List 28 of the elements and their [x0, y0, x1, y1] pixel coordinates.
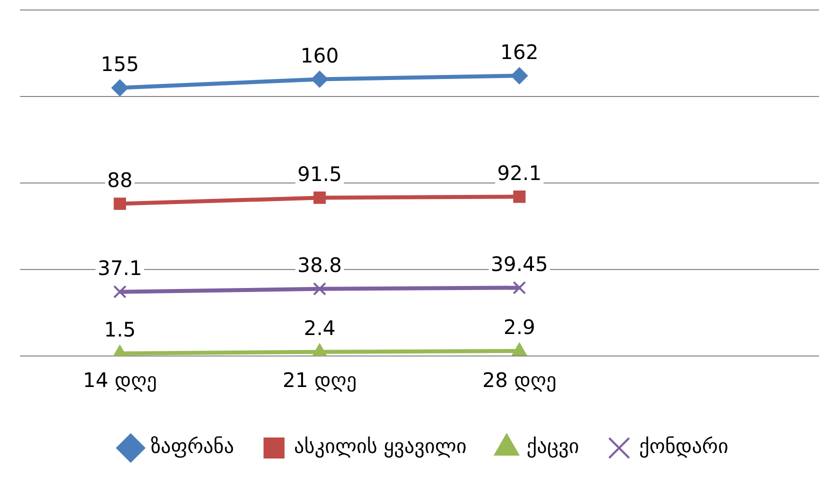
- data-label: 2.9: [503, 315, 536, 340]
- data-label: 38.8: [297, 253, 342, 278]
- point: [114, 198, 126, 210]
- point: [513, 190, 526, 203]
- legend-label: ზაფრანა: [150, 434, 234, 458]
- legend-label: ქაცვი: [526, 434, 580, 458]
- point: [510, 67, 528, 84]
- data-label: 160: [300, 43, 339, 68]
- point: [512, 281, 526, 294]
- data-label: 155: [100, 52, 139, 76]
- data-label: 39.45: [490, 252, 548, 276]
- point: [113, 285, 127, 298]
- data-label: 88: [107, 168, 133, 192]
- point: [312, 282, 326, 296]
- x-tick-label: 28 დღე: [482, 368, 556, 392]
- x-tick-label: 14 დღე: [82, 368, 157, 392]
- data-label: 92.1: [497, 160, 542, 185]
- x-tick-label: 21 დღე: [282, 368, 357, 392]
- point: [111, 79, 128, 96]
- legend-label: ქონდარი: [639, 434, 728, 458]
- data-label: 1.5: [104, 318, 136, 342]
- data-label: 91.5: [297, 162, 342, 186]
- point: [313, 192, 326, 204]
- point: [311, 70, 328, 88]
- data-label: 162: [500, 40, 538, 64]
- data-label: 37.1: [98, 256, 142, 280]
- data-label: 2.4: [304, 316, 336, 340]
- legend-label: ასკილის ყვავილი: [294, 434, 467, 458]
